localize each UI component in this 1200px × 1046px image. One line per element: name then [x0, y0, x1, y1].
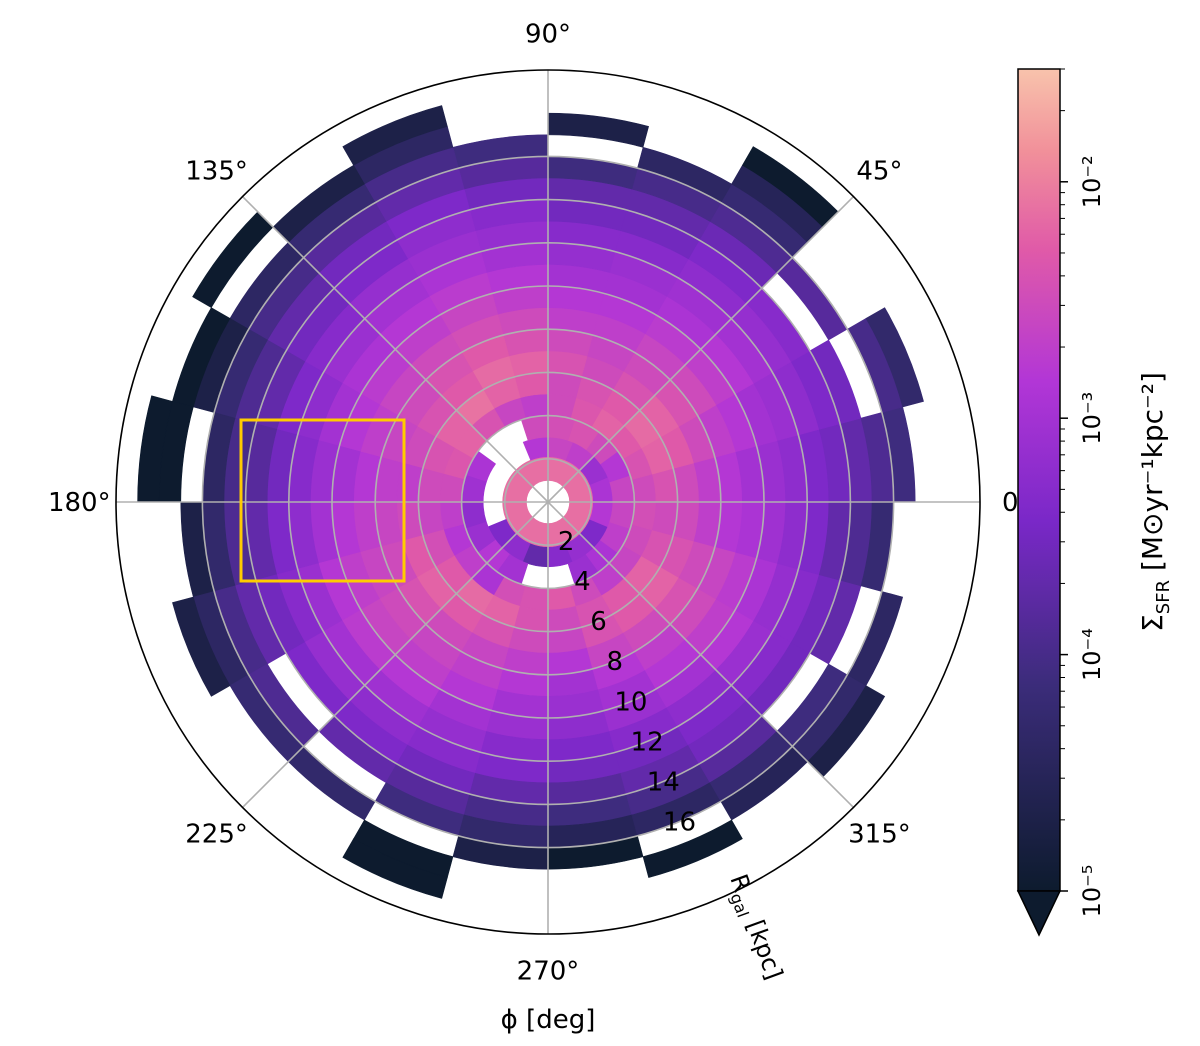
r-tick-8: 8	[606, 647, 623, 677]
theta-gridline-135	[241, 195, 549, 503]
theta-tick-90: 90°	[525, 19, 571, 49]
cell-r16-s1	[865, 307, 924, 408]
theta-gridline-45	[547, 195, 855, 503]
r-tick-6: 6	[590, 607, 607, 637]
colorbar-extend-arrow	[1016, 890, 1062, 937]
cell-r1-s4	[522, 436, 549, 461]
theta-tick-315: 315°	[848, 819, 911, 849]
highlight-box	[239, 418, 406, 583]
cell-r16-s13	[172, 596, 231, 697]
cell-r17-s3	[741, 146, 839, 228]
colorbar-tick-label-2: 10⁻³	[1078, 392, 1106, 445]
x-axis-label: ϕ [deg]	[501, 1005, 596, 1035]
theta-tick-135: 135°	[185, 157, 248, 187]
r-tick-4: 4	[574, 567, 591, 597]
cell-r15-s22	[846, 591, 904, 687]
r-axis-label: Rgal [kpc]	[721, 870, 789, 984]
colorbar-tick-label-3: 10⁻²	[1078, 155, 1106, 208]
theta-gridline-225	[241, 501, 549, 809]
cell-r16-s19	[642, 819, 743, 878]
cell-r16-s21	[807, 685, 886, 778]
theta-tick-270: 270°	[517, 957, 580, 987]
r-tick-14: 14	[647, 767, 680, 797]
colorbar-tick-label-0: 10⁻⁵	[1078, 865, 1106, 918]
r-tick-16: 16	[663, 807, 696, 837]
polar-grid	[116, 70, 980, 934]
theta-tick-180: 180°	[48, 488, 111, 518]
r-tick-labels: 2 4 6 8 10 12 14 16	[558, 527, 696, 837]
r-tick-10: 10	[614, 687, 647, 717]
r-tick-12: 12	[631, 727, 664, 757]
theta-tick-labels: 0°45°90°135°180°225°270°315°	[48, 19, 1032, 986]
colorbar-ticks: 10⁻⁵ 10⁻⁴ 10⁻³ 10⁻²	[1060, 68, 1106, 918]
cell-r17-s9	[192, 211, 274, 309]
cell-r16-s5	[547, 112, 649, 148]
cell-r17-s16	[342, 838, 448, 899]
colorbar-label: ΣSFR [M⊙yr⁻¹kpc⁻²]	[1136, 372, 1174, 632]
theta-tick-45: 45°	[856, 157, 902, 187]
colorbar-tick-label-1: 10⁻⁴	[1078, 628, 1106, 681]
cell-r17-s7	[342, 105, 448, 166]
theta-tick-225: 225°	[185, 819, 248, 849]
polar-frame	[115, 69, 981, 935]
r-tick-2: 2	[558, 527, 575, 557]
heatmap-cells	[137, 105, 924, 899]
colorbar	[1017, 68, 1061, 892]
theta-gridline-315	[547, 501, 855, 809]
